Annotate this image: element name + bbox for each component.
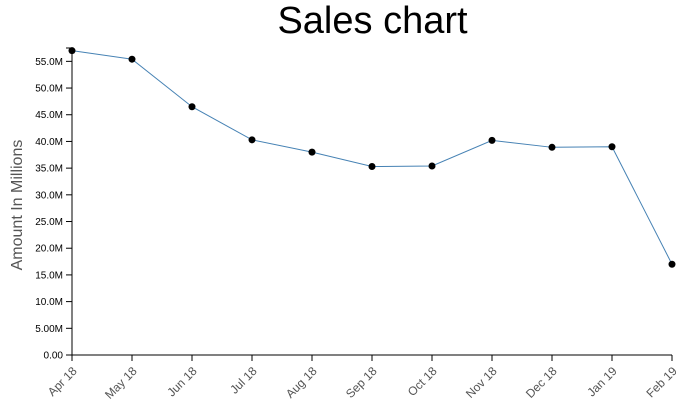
x-tick-label: Dec 18: [523, 364, 560, 401]
x-tick-label: Apr 18: [45, 364, 80, 399]
y-tick-label: 45.0M: [35, 110, 63, 121]
series-line: [68, 47, 676, 268]
x-tick-label: Oct 18: [405, 364, 440, 399]
y-tick-label: 40.0M: [35, 137, 63, 148]
y-tick-label: 50.0M: [35, 84, 63, 95]
chart-title: Sales chart: [277, 0, 468, 42]
y-tick-label: 5.00M: [35, 324, 63, 335]
y-axis: 0.00 5.00M 10.0M 15.0M 20.0M 25.0M 30.0M 35.0M 4…: [35, 47, 73, 362]
y-tick-label: 25.0M: [35, 217, 63, 228]
data-point: [368, 163, 376, 171]
y-tick-label: 30.0M: [35, 190, 63, 201]
y-tick-label: 55.0M: [35, 57, 63, 68]
data-point: [308, 148, 316, 156]
x-axis: Apr 18 May 18 Jun 18 Jul 18 Aug 18 Sep 18 Oct …: [45, 354, 680, 402]
data-point: [68, 47, 76, 55]
y-tick-label: 15.0M: [35, 270, 63, 281]
sales-line: [71, 50, 673, 265]
data-point: [548, 143, 556, 151]
y-axis-label: Amount In Millions: [9, 140, 26, 271]
x-tick-label: Sep 18: [343, 364, 380, 401]
x-tick-label: May 18: [102, 364, 140, 402]
x-tick-label: Jan 19: [584, 364, 620, 400]
data-point: [188, 103, 196, 111]
x-tick-label: Jul 18: [227, 364, 260, 397]
data-point: [428, 162, 436, 170]
data-point: [128, 55, 136, 63]
y-tick-label: 0.00: [44, 351, 64, 362]
x-tick-label: Aug 18: [283, 364, 320, 401]
y-tick-label: 10.0M: [35, 297, 63, 308]
x-tick-label: Nov 18: [463, 364, 500, 401]
x-tick-label: Feb 19: [643, 364, 680, 401]
x-tick-label: Jun 18: [164, 364, 200, 400]
data-point: [608, 143, 616, 151]
y-tick-label: 35.0M: [35, 164, 63, 175]
data-point: [488, 136, 496, 144]
data-point: [248, 136, 256, 144]
y-tick-label: 20.0M: [35, 244, 63, 255]
data-point: [668, 260, 676, 268]
